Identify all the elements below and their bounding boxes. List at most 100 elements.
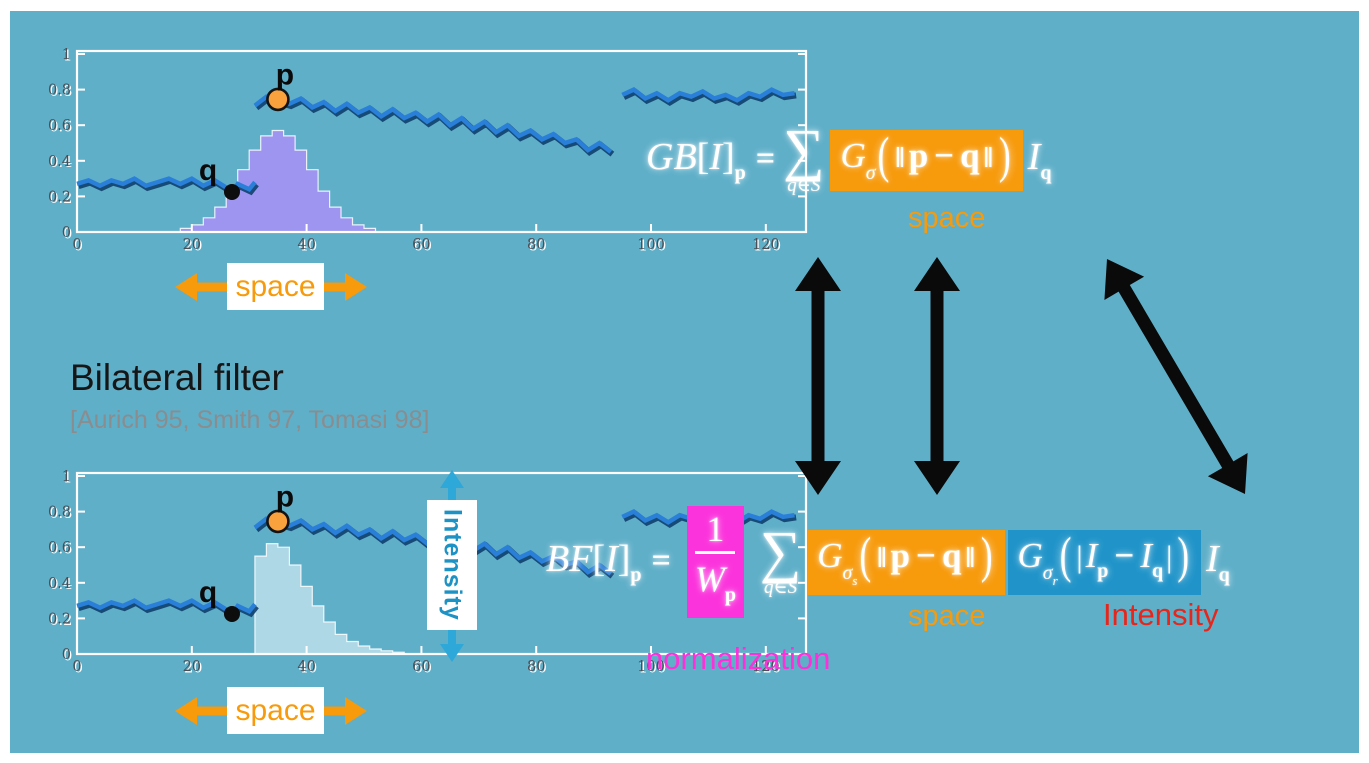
svg-text:1: 1 xyxy=(62,469,71,485)
svg-text:0: 0 xyxy=(72,237,81,253)
sigma-char: σ xyxy=(842,561,853,584)
svg-text:80: 80 xyxy=(527,237,545,253)
spatial-kernel-term: Gσ(‖ p − q ‖) xyxy=(830,126,1023,191)
page-title: Bilateral filter xyxy=(70,357,284,398)
svg-text:20: 20 xyxy=(183,237,201,253)
sum-over-neighborhood: ∑ q∈S xyxy=(759,519,802,598)
svg-text:0.8: 0.8 xyxy=(48,505,71,521)
svg-text:0.2: 0.2 xyxy=(49,613,72,629)
sigma-symbol: ∑ xyxy=(783,117,825,182)
svg-text:100: 100 xyxy=(639,660,667,676)
svg-text:1: 1 xyxy=(63,470,72,486)
svg-text:80: 80 xyxy=(528,660,546,676)
paren: ) xyxy=(999,126,1011,184)
image-symbol: I xyxy=(605,538,618,580)
subscript-q: q xyxy=(1151,559,1164,582)
gaussian-blur-formula: GB[I]p = ∑ q∈S Gσ(‖ p − q ‖) Iq xyxy=(646,113,1051,207)
svg-text:40: 40 xyxy=(297,237,315,253)
subscript-q: q xyxy=(1040,162,1052,184)
svg-text:40: 40 xyxy=(299,238,317,254)
norm-bars: ‖ xyxy=(877,541,887,574)
subscript-p: p xyxy=(724,583,736,606)
bracket: ] xyxy=(617,538,631,580)
svg-text:60: 60 xyxy=(414,660,432,676)
svg-text:0.8: 0.8 xyxy=(48,83,71,99)
svg-text:0: 0 xyxy=(62,225,71,241)
subscript-p: p xyxy=(1097,559,1109,582)
normalization-term: 1 Wp xyxy=(686,506,744,618)
minus-sign: − xyxy=(916,535,936,575)
bf-function: BF xyxy=(546,538,593,580)
correspondence-arrows xyxy=(795,257,1248,495)
q-symbol: q xyxy=(960,135,980,175)
svg-text:60: 60 xyxy=(414,238,432,254)
space-label-bottom: space xyxy=(227,687,324,734)
intensity-symbol: I xyxy=(1140,535,1152,575)
svg-text:1: 1 xyxy=(63,48,72,64)
citation: [Aurich 95, Smith 97, Tomasi 98] xyxy=(70,406,430,434)
subscript-p: p xyxy=(734,162,746,184)
svg-text:120: 120 xyxy=(752,237,780,253)
space-axis-badge-bottom: space xyxy=(173,683,373,741)
p-symbol: p xyxy=(890,535,911,575)
minus-sign: − xyxy=(1114,535,1135,575)
intensity-term: Iq xyxy=(1206,537,1230,587)
gaussian-symbol: G xyxy=(817,535,843,575)
sigma-subscript: σ xyxy=(865,161,876,184)
svg-text:0.4: 0.4 xyxy=(48,576,71,592)
svg-text:0.6: 0.6 xyxy=(49,120,72,136)
sum-over-neighborhood: ∑ q∈S xyxy=(783,117,825,196)
svg-text:0: 0 xyxy=(63,226,72,242)
svg-text:80: 80 xyxy=(528,238,546,254)
svg-text:p: p xyxy=(276,480,294,513)
gb-lhs: GB[I]p = xyxy=(646,135,775,185)
svg-text:0.6: 0.6 xyxy=(48,118,71,134)
svg-text:100: 100 xyxy=(637,237,665,253)
slide-background: 0 0 20 20 40 40 60 60 80 80 100 100 120 120 0 0 0.2 0.2 0.… xyxy=(10,11,1359,753)
bracket: ] xyxy=(721,136,735,178)
svg-text:1: 1 xyxy=(62,47,71,63)
svg-text:q: q xyxy=(199,154,217,187)
intensity-symbol: I xyxy=(1027,136,1041,178)
subscript-q: q xyxy=(1218,564,1230,586)
norm-bars: ‖ xyxy=(895,141,905,174)
bf-lhs: BF[I]p = xyxy=(546,537,671,587)
svg-text:80: 80 xyxy=(527,659,545,675)
paren: ( xyxy=(859,526,872,584)
svg-text:0: 0 xyxy=(74,238,83,254)
w-symbol: W xyxy=(694,558,725,599)
normalization-weight: Wp xyxy=(695,559,736,615)
bracket: [ xyxy=(592,538,606,580)
numerator-one: 1 xyxy=(706,508,725,549)
space-text: space xyxy=(235,269,316,303)
svg-text:100: 100 xyxy=(639,238,667,254)
intensity-annotation: Intensity xyxy=(1103,597,1219,632)
bracket: [ xyxy=(696,136,710,178)
paren: ( xyxy=(877,126,890,184)
paren: ) xyxy=(1177,526,1189,584)
q-symbol: q xyxy=(941,535,962,575)
space-annotation-gb: space xyxy=(908,202,986,234)
equals-sign: = xyxy=(755,140,776,177)
svg-text:60: 60 xyxy=(412,237,430,253)
paren: ( xyxy=(1059,526,1072,584)
gaussian-symbol: G xyxy=(1017,535,1043,575)
minus-sign: − xyxy=(934,135,955,175)
svg-text:q: q xyxy=(199,576,217,609)
svg-text:p: p xyxy=(276,58,294,91)
intensity-label-box: Intensity xyxy=(427,500,477,630)
paren: ) xyxy=(980,526,993,584)
sigma-symbol: ∑ xyxy=(759,519,802,584)
svg-text:40: 40 xyxy=(297,659,315,675)
intensity-axis-badge: Intensity xyxy=(423,466,495,676)
svg-text:0.4: 0.4 xyxy=(48,154,71,170)
svg-text:120: 120 xyxy=(752,659,780,675)
intensity-term: Iq xyxy=(1028,135,1052,185)
space-label-top: space xyxy=(227,263,324,310)
svg-text:0.2: 0.2 xyxy=(48,189,71,205)
range-kernel-term: Gσr(|Ip − Iq|) xyxy=(1007,526,1201,595)
subscript-p: p xyxy=(630,564,642,586)
r-char: r xyxy=(1052,572,1058,588)
abs-bar: | xyxy=(1166,538,1173,574)
